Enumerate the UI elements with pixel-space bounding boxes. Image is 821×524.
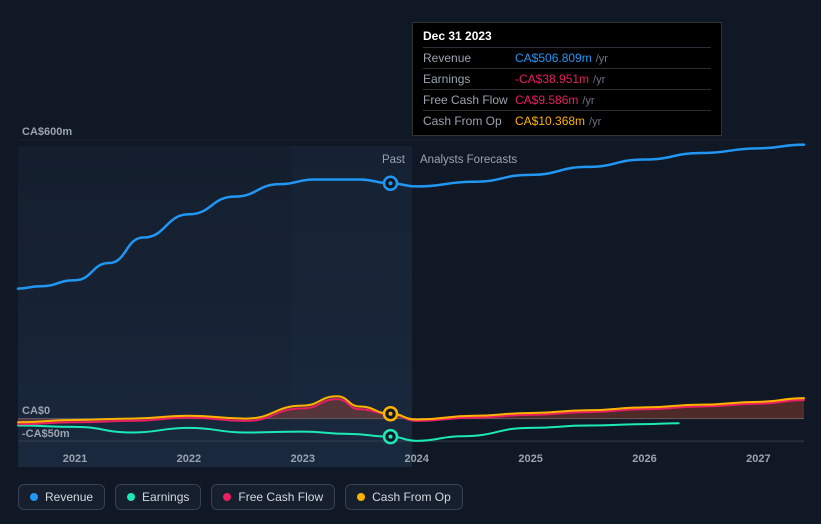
legend-item-earnings[interactable]: Earnings	[115, 484, 201, 510]
tooltip-row: Cash From OpCA$10.368m/yr	[423, 110, 711, 131]
tooltip-row: RevenueCA$506.809m/yr	[423, 47, 711, 68]
tooltip-metric-value: CA$10.368m	[515, 114, 585, 128]
legend-label: Revenue	[45, 490, 93, 504]
data-tooltip: Dec 31 2023 RevenueCA$506.809m/yrEarning…	[412, 22, 722, 136]
y-axis-tick: CA$0	[22, 405, 50, 417]
financials-chart: Past Analysts Forecasts CA$600m CA$0 -CA$5…	[0, 0, 821, 524]
tooltip-metric-label: Revenue	[423, 51, 515, 65]
legend-dot-icon	[357, 493, 365, 501]
legend-label: Cash From Op	[372, 490, 451, 504]
legend-label: Free Cash Flow	[238, 490, 323, 504]
x-axis-tick: 2024	[404, 453, 428, 465]
y-axis-tick: -CA$50m	[22, 428, 70, 440]
tooltip-metric-unit: /yr	[593, 74, 605, 86]
legend-label: Earnings	[142, 490, 189, 504]
legend-dot-icon	[30, 493, 38, 501]
tooltip-metric-unit: /yr	[596, 53, 608, 65]
x-axis-tick: 2025	[518, 453, 542, 465]
tooltip-metric-value: CA$506.809m	[515, 51, 592, 65]
x-axis-tick: 2022	[177, 453, 201, 465]
x-axis-tick: 2021	[63, 453, 87, 465]
tooltip-row: Free Cash FlowCA$9.586m/yr	[423, 89, 711, 110]
legend-dot-icon	[223, 493, 231, 501]
tooltip-metric-label: Free Cash Flow	[423, 93, 515, 107]
y-axis-tick: CA$600m	[22, 126, 72, 138]
legend-item-revenue[interactable]: Revenue	[18, 484, 105, 510]
legend: Revenue Earnings Free Cash Flow Cash From O…	[18, 484, 463, 510]
tooltip-metric-unit: /yr	[589, 116, 601, 128]
section-forecast-label: Analysts Forecasts	[420, 154, 517, 166]
legend-item-fcf[interactable]: Free Cash Flow	[211, 484, 335, 510]
tooltip-metric-label: Earnings	[423, 72, 515, 86]
legend-item-cfo[interactable]: Cash From Op	[345, 484, 463, 510]
tooltip-row: Earnings-CA$38.951m/yr	[423, 68, 711, 89]
tooltip-metric-value: -CA$38.951m	[515, 72, 589, 86]
tooltip-metric-label: Cash From Op	[423, 114, 515, 128]
tooltip-metric-value: CA$9.586m	[515, 93, 578, 107]
x-axis-tick: 2027	[746, 453, 770, 465]
section-past-label: Past	[382, 154, 405, 166]
x-axis-tick: 2026	[632, 453, 656, 465]
tooltip-metric-unit: /yr	[582, 95, 594, 107]
x-axis-tick: 2023	[291, 453, 315, 465]
legend-dot-icon	[127, 493, 135, 501]
tooltip-date: Dec 31 2023	[423, 29, 711, 43]
